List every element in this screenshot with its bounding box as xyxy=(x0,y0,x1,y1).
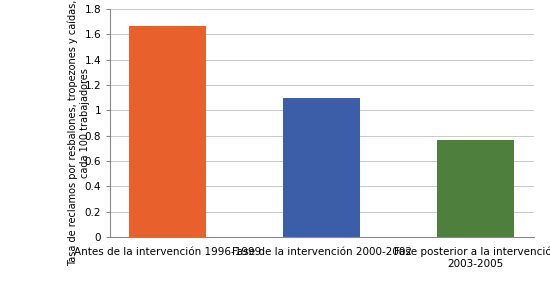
Bar xyxy=(129,26,206,237)
Bar xyxy=(437,140,514,237)
Bar xyxy=(283,98,360,237)
Y-axis label: Tasa de reclamos por resbalones, tropezones y caídas, por
cada 100 trabajadores: Tasa de reclamos por resbalones, tropezo… xyxy=(68,0,90,266)
